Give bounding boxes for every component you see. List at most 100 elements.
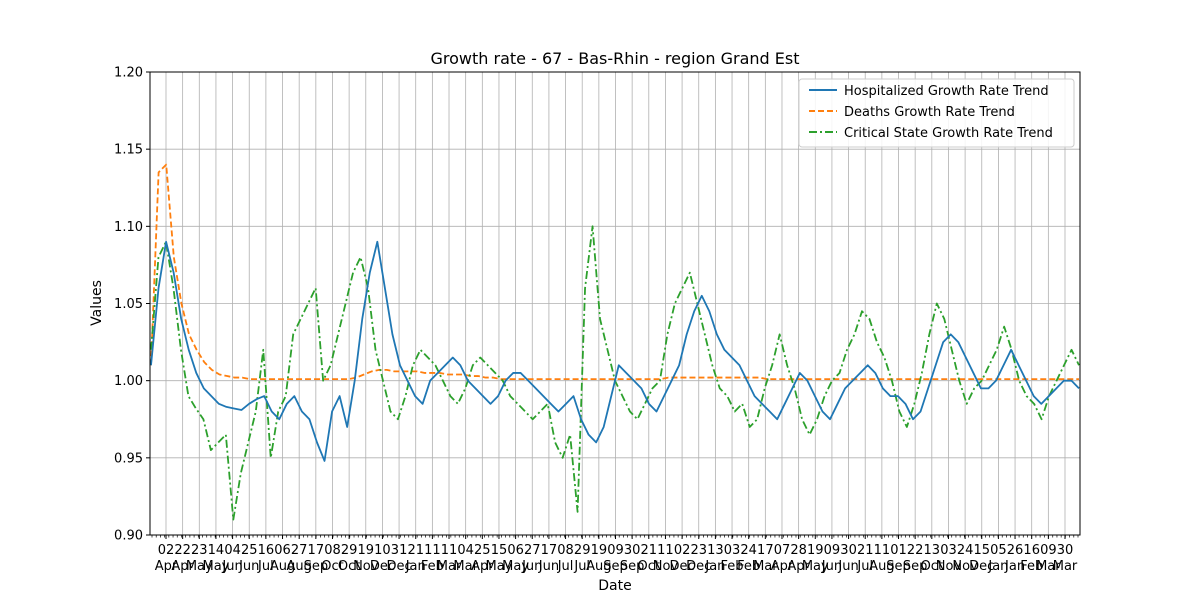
y-tick-label: 1.05 bbox=[114, 297, 143, 312]
x-tick-month-label: Dec bbox=[969, 559, 994, 574]
x-tick-month-label: Feb bbox=[1020, 559, 1043, 574]
x-tick-day-label: 26 bbox=[1007, 543, 1024, 558]
y-tick-label: 1.15 bbox=[114, 143, 143, 158]
x-tick-day-label: 04 bbox=[457, 543, 474, 558]
x-tick-day-label: 19 bbox=[807, 543, 824, 558]
x-tick-month-label: Aug bbox=[869, 559, 894, 574]
x-tick-day-label: 15 bbox=[491, 543, 508, 558]
x-tick-day-label: 30 bbox=[840, 543, 857, 558]
x-tick-day-label: 06 bbox=[274, 543, 291, 558]
x-tick-day-label: 11 bbox=[657, 543, 674, 558]
x-tick-month-label: Dec bbox=[670, 559, 695, 574]
x-tick-month-label: Dec bbox=[386, 559, 411, 574]
x-tick-month-label: Nov bbox=[936, 559, 962, 574]
x-tick-day-label: 27 bbox=[291, 543, 308, 558]
x-tick-day-label: 29 bbox=[574, 543, 591, 558]
x-tick-month-label: Aug bbox=[586, 559, 611, 574]
x-tick-month-label: Apr bbox=[787, 559, 810, 574]
x-tick-month-label: Jan bbox=[1004, 559, 1025, 574]
y-tick-label: 0.95 bbox=[114, 451, 143, 466]
x-tick-day-label: 22 bbox=[174, 543, 191, 558]
x-tick-day-label: 14 bbox=[208, 543, 225, 558]
x-tick-month-label: Feb bbox=[421, 559, 444, 574]
x-tick-month-label: Oct bbox=[338, 559, 360, 574]
x-tick-month-label: Jun bbox=[221, 559, 242, 574]
x-tick-day-label: 21 bbox=[407, 543, 424, 558]
x-tick-month-label: Jun bbox=[238, 559, 259, 574]
y-tick-label: 1.10 bbox=[114, 220, 143, 235]
x-tick-day-label: 02 bbox=[674, 543, 691, 558]
x-tick-day-label: 09 bbox=[1040, 543, 1057, 558]
x-tick-day-label: 17 bbox=[541, 543, 558, 558]
x-tick-day-label: 11 bbox=[424, 543, 441, 558]
x-tick-day-label: 11 bbox=[874, 543, 891, 558]
x-tick-day-label: 24 bbox=[957, 543, 974, 558]
x-tick-month-label: Aug bbox=[286, 559, 311, 574]
x-tick-day-label: 01 bbox=[890, 543, 907, 558]
x-tick-day-label: 02 bbox=[158, 543, 175, 558]
x-tick-month-label: Jan bbox=[987, 559, 1008, 574]
x-tick-day-label: 03 bbox=[724, 543, 741, 558]
x-tick-month-label: Sep bbox=[603, 559, 628, 574]
x-tick-day-label: 25 bbox=[474, 543, 491, 558]
x-tick-month-label: May bbox=[502, 559, 529, 574]
x-tick-month-label: Jun bbox=[821, 559, 842, 574]
x-tick-month-label: Mar bbox=[1053, 559, 1078, 574]
x-tick-day-label: 29 bbox=[341, 543, 358, 558]
x-tick-day-label: 27 bbox=[524, 543, 541, 558]
x-axis-label: Date bbox=[598, 578, 631, 594]
x-tick-day-label: 17 bbox=[757, 543, 774, 558]
x-tick-month-label: May bbox=[202, 559, 229, 574]
x-tick-month-label: Apr bbox=[471, 559, 494, 574]
x-tick-month-label: Jan bbox=[704, 559, 725, 574]
x-tick-day-label: 24 bbox=[740, 543, 757, 558]
x-tick-month-label: Jan bbox=[405, 559, 426, 574]
x-tick-month-label: Sep bbox=[903, 559, 928, 574]
x-tick-month-label: Jul bbox=[573, 559, 590, 574]
x-tick-month-label: Nov bbox=[653, 559, 679, 574]
x-tick-month-label: Jun bbox=[538, 559, 559, 574]
x-tick-day-label: 08 bbox=[557, 543, 574, 558]
x-tick-month-label: Oct bbox=[638, 559, 660, 574]
x-tick-month-label: Mar bbox=[437, 559, 462, 574]
x-tick-day-label: 19 bbox=[358, 543, 375, 558]
x-ticks: 02Apr22Apr23May14May04Jun25Jun16Jul06Aug… bbox=[151, 535, 1079, 574]
x-tick-day-label: 08 bbox=[324, 543, 341, 558]
x-tick-day-label: 19 bbox=[591, 543, 608, 558]
x-tick-day-label: 23 bbox=[191, 543, 208, 558]
x-tick-month-label: Dec bbox=[686, 559, 711, 574]
x-tick-day-label: 30 bbox=[624, 543, 641, 558]
x-tick-month-label: Oct bbox=[921, 559, 943, 574]
y-tick-label: 1.00 bbox=[114, 374, 143, 389]
x-tick-day-label: 03 bbox=[940, 543, 957, 558]
x-tick-day-label: 31 bbox=[391, 543, 408, 558]
x-tick-day-label: 21 bbox=[641, 543, 658, 558]
x-tick-day-label: 11 bbox=[441, 543, 458, 558]
x-tick-month-label: Mar bbox=[453, 559, 478, 574]
x-tick-day-label: 23 bbox=[690, 543, 707, 558]
legend-label-critical: Critical State Growth Rate Trend bbox=[844, 126, 1053, 141]
x-tick-day-label: 16 bbox=[1023, 543, 1040, 558]
x-tick-month-label: Sep bbox=[886, 559, 911, 574]
x-tick-day-label: 04 bbox=[224, 543, 241, 558]
x-tick-day-label: 09 bbox=[607, 543, 624, 558]
x-tick-day-label: 13 bbox=[924, 543, 941, 558]
x-tick-month-label: May bbox=[486, 559, 513, 574]
x-tick-month-label: Apr bbox=[171, 559, 194, 574]
x-tick-day-label: 10 bbox=[374, 543, 391, 558]
legend-label-deaths: Deaths Growth Rate Trend bbox=[844, 105, 1015, 120]
x-tick-day-label: 06 bbox=[507, 543, 524, 558]
x-tick-month-label: Nov bbox=[353, 559, 379, 574]
x-tick-day-label: 15 bbox=[973, 543, 990, 558]
series-line-1 bbox=[150, 163, 1079, 381]
x-tick-day-label: 07 bbox=[774, 543, 791, 558]
x-tick-day-label: 25 bbox=[241, 543, 258, 558]
x-tick-month-label: Aug bbox=[270, 559, 295, 574]
x-tick-day-label: 21 bbox=[857, 543, 874, 558]
x-tick-month-label: Apr bbox=[155, 559, 178, 574]
series-layer bbox=[150, 163, 1080, 521]
legend-box bbox=[798, 78, 1075, 148]
x-tick-month-label: Oct bbox=[321, 559, 343, 574]
x-tick-month-label: Jun bbox=[521, 559, 542, 574]
